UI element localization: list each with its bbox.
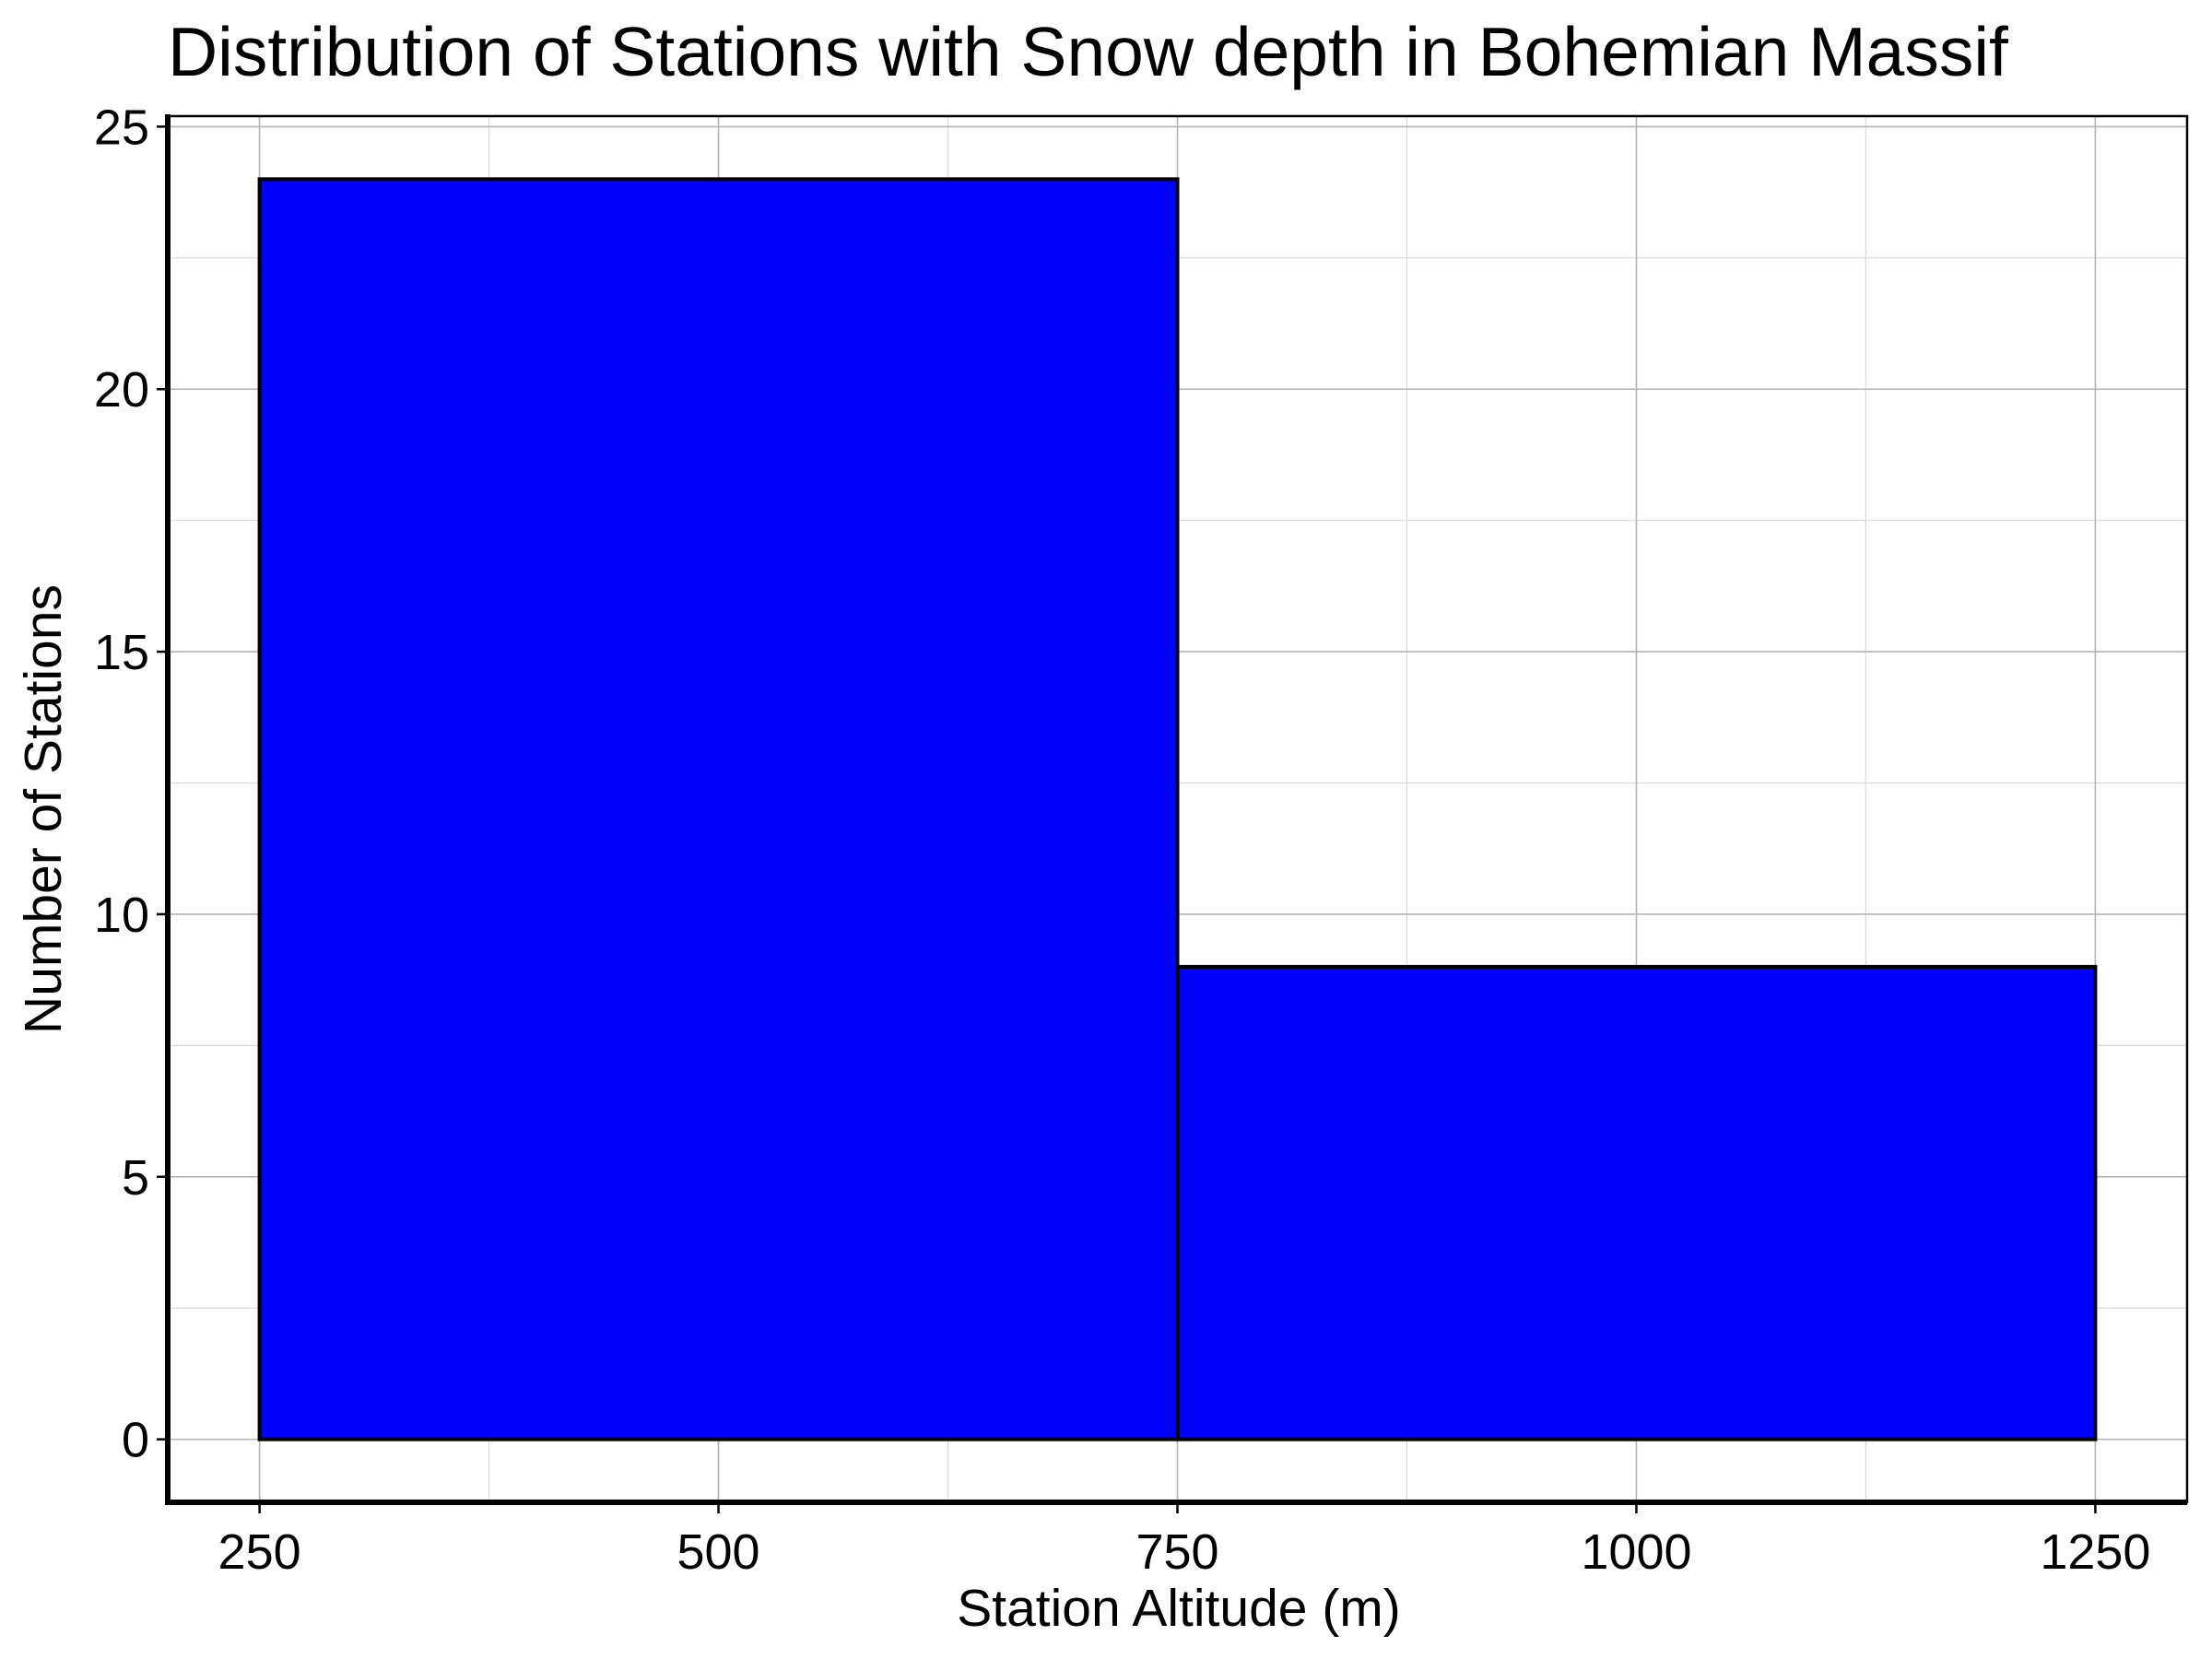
histogram-bars [257, 177, 2098, 1441]
y-tick-label: 5 [122, 1150, 149, 1206]
y-tick-label: 10 [94, 888, 149, 943]
chart-title: Distribution of Stations with Snow depth… [168, 13, 2008, 90]
x-tick-label: 250 [218, 1524, 301, 1580]
tick-labels: 250 500 750 1000 1250 0 5 10 15 20 25 [94, 100, 2151, 1580]
x-axis-label: Station Altitude (m) [957, 1579, 1401, 1638]
y-axis-label: Number of Stations [14, 584, 73, 1034]
y-tick-label: 15 [94, 625, 149, 680]
x-tick-label: 1250 [2040, 1524, 2150, 1580]
axes [157, 114, 2189, 1513]
x-tick-label: 750 [1135, 1524, 1218, 1580]
y-tick-label: 0 [122, 1413, 149, 1468]
x-tick-label: 1000 [1581, 1524, 1691, 1580]
y-tick-label: 25 [94, 100, 149, 155]
histogram-bar-2 [1175, 964, 2098, 1441]
histogram-bar-1 [257, 177, 1180, 1441]
x-tick-label: 500 [677, 1524, 759, 1580]
y-tick-label: 20 [94, 362, 149, 418]
